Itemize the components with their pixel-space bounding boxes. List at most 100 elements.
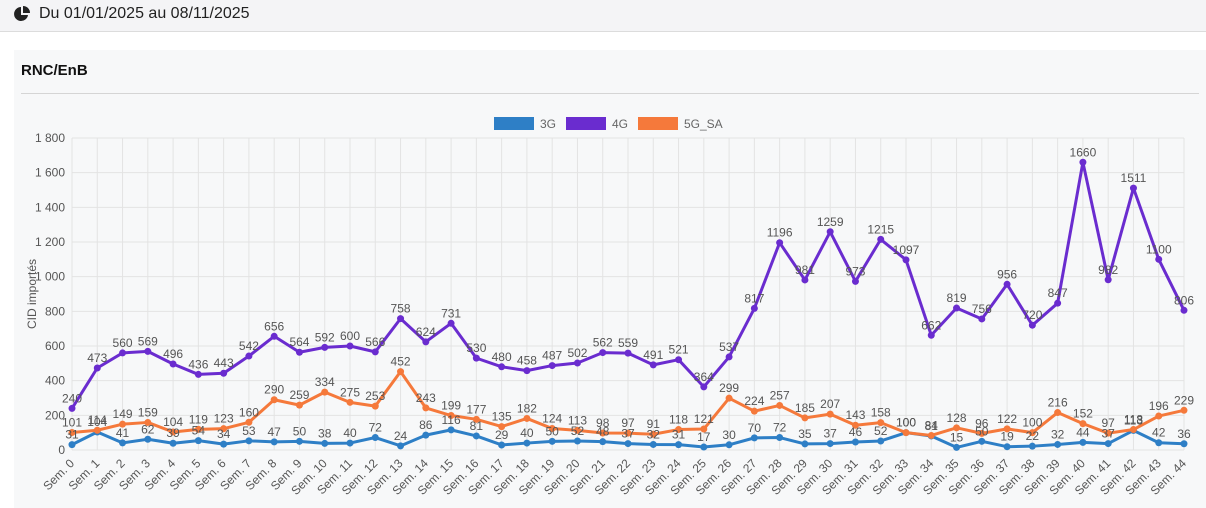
data-point — [245, 418, 253, 426]
y-tick-label: 1 800 — [35, 131, 65, 145]
data-label: 50 — [546, 424, 560, 438]
data-label: 84 — [925, 418, 939, 432]
data-point — [548, 362, 556, 370]
data-point — [447, 426, 455, 434]
data-point — [1104, 276, 1112, 284]
data-label: 491 — [643, 348, 663, 362]
data-point — [978, 315, 986, 323]
data-point — [371, 348, 379, 356]
legend-label: 5G_SA — [684, 117, 723, 131]
data-point — [321, 343, 329, 351]
data-label: 53 — [242, 424, 256, 438]
data-label: 758 — [391, 302, 411, 316]
data-point — [851, 421, 859, 429]
data-point — [1079, 420, 1087, 428]
data-label: 81 — [470, 419, 484, 433]
data-point — [624, 429, 632, 437]
data-point — [978, 429, 986, 437]
data-label: 100 — [1022, 416, 1042, 430]
data-label: 48 — [596, 425, 610, 439]
data-point — [346, 398, 354, 406]
y-tick-label: 1 400 — [35, 200, 65, 214]
data-label: 118 — [669, 413, 688, 427]
data-label: 257 — [770, 388, 790, 402]
data-label: 41 — [116, 426, 130, 440]
y-tick-label: 600 — [45, 339, 65, 353]
data-point — [397, 368, 405, 376]
data-point — [953, 304, 961, 312]
data-point — [295, 348, 303, 356]
date-range-bar: Du 01/01/2025 au 08/11/2025 — [0, 0, 1206, 32]
data-point — [953, 443, 961, 451]
data-label: 50 — [293, 424, 307, 438]
data-point — [1028, 321, 1036, 329]
data-label: 31 — [65, 428, 79, 442]
data-label: 123 — [214, 412, 234, 426]
data-label: 480 — [492, 350, 512, 364]
data-label: 118 — [1124, 413, 1143, 427]
data-label: 17 — [697, 430, 711, 444]
data-label: 97 — [1102, 416, 1116, 430]
data-label: 199 — [441, 399, 461, 413]
data-label: 46 — [849, 425, 863, 439]
data-point — [245, 437, 253, 445]
data-point — [498, 423, 506, 431]
data-label: 42 — [1152, 426, 1166, 440]
data-point — [877, 419, 885, 427]
data-point — [548, 425, 556, 433]
y-tick-label: 1 600 — [35, 166, 65, 180]
data-point — [927, 431, 935, 439]
data-label: 122 — [997, 412, 1017, 426]
data-point — [220, 369, 228, 377]
data-label: 1511 — [1121, 171, 1147, 185]
data-point — [877, 235, 885, 243]
data-point — [270, 332, 278, 340]
data-point — [750, 407, 758, 415]
data-point — [953, 424, 961, 432]
data-label: 452 — [391, 355, 411, 369]
data-point — [498, 363, 506, 371]
data-label: 15 — [950, 430, 964, 444]
data-label: 562 — [593, 336, 613, 350]
data-point — [826, 228, 834, 236]
data-label: 38 — [318, 426, 332, 440]
data-label: 86 — [419, 418, 433, 432]
data-point — [371, 402, 379, 410]
data-point — [169, 439, 177, 447]
data-point — [1104, 429, 1112, 437]
data-point — [927, 331, 935, 339]
legend-swatch — [494, 117, 534, 130]
data-label: 458 — [517, 354, 537, 368]
data-label: 104 — [163, 415, 183, 429]
data-point — [144, 435, 152, 443]
data-point — [1180, 306, 1188, 314]
data-point — [548, 437, 556, 445]
data-point — [472, 354, 480, 362]
data-point — [750, 434, 758, 442]
chart-card: RNC/EnB 0 200 400 600 800 1 000 1 200 1 400 1 60… — [14, 50, 1206, 508]
data-label: 121 — [694, 412, 714, 426]
data-label: 62 — [141, 422, 155, 436]
data-point — [472, 415, 480, 423]
data-label: 52 — [571, 424, 585, 438]
data-label: 135 — [492, 410, 512, 424]
data-point — [1155, 255, 1163, 263]
data-label: 104 — [87, 415, 107, 429]
data-point — [649, 430, 657, 438]
data-point — [523, 414, 531, 422]
data-label: 559 — [618, 336, 638, 350]
data-label: 502 — [567, 346, 587, 360]
data-label: 600 — [340, 329, 360, 343]
data-label: 185 — [795, 401, 815, 415]
data-label: 243 — [416, 391, 436, 405]
data-label: 537 — [719, 340, 739, 354]
data-point — [194, 437, 202, 445]
data-label: 29 — [495, 428, 509, 442]
data-label: 31 — [672, 428, 686, 442]
data-point — [295, 437, 303, 445]
data-point — [801, 414, 809, 422]
data-point — [1180, 440, 1188, 448]
data-label: 229 — [1174, 393, 1194, 407]
legend-label: 4G — [612, 117, 628, 131]
